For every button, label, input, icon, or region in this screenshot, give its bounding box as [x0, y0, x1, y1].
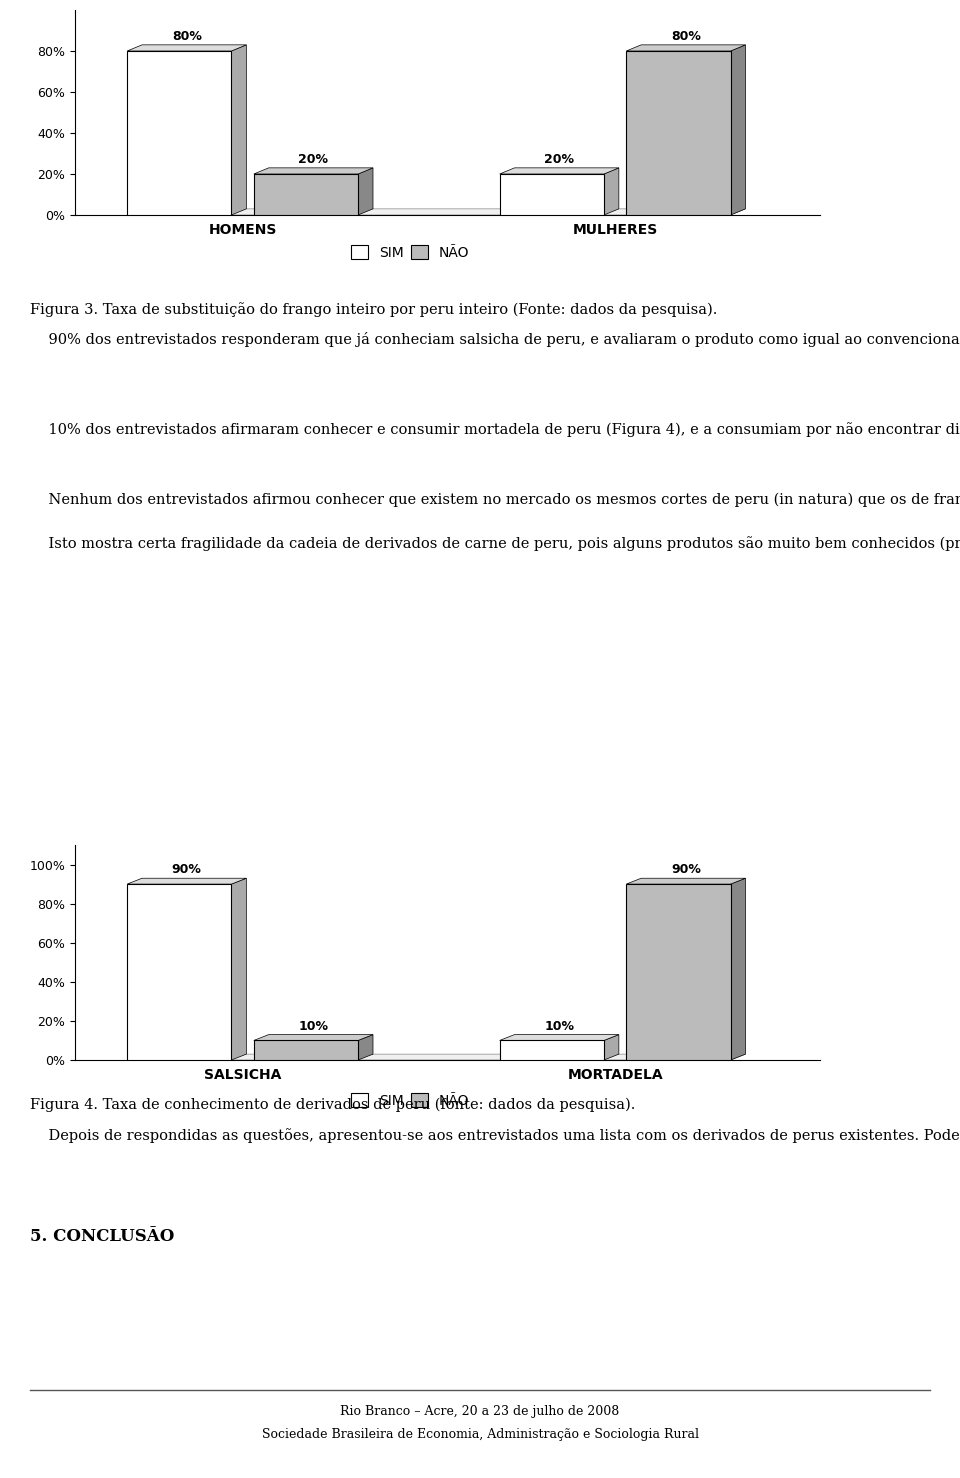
Text: 5. CONCLUSÃO: 5. CONCLUSÃO: [30, 1228, 175, 1244]
Text: 90%: 90%: [671, 863, 701, 876]
Polygon shape: [127, 1054, 746, 1060]
Polygon shape: [604, 1035, 619, 1060]
Text: 20%: 20%: [299, 152, 328, 166]
Bar: [626, 52, 731, 214]
Polygon shape: [231, 44, 247, 214]
Polygon shape: [626, 44, 746, 52]
Polygon shape: [127, 878, 247, 884]
Text: 90%: 90%: [172, 863, 202, 876]
Polygon shape: [731, 44, 746, 214]
Bar: [626, 884, 731, 1060]
Polygon shape: [358, 1035, 373, 1060]
Bar: [253, 1041, 358, 1060]
Bar: [127, 884, 231, 1060]
Polygon shape: [731, 878, 746, 1060]
Polygon shape: [127, 208, 746, 214]
Polygon shape: [231, 878, 247, 1060]
Bar: [253, 174, 358, 214]
Bar: [499, 174, 604, 214]
Bar: [499, 1041, 604, 1060]
Text: Depois de respondidas as questões, apresentou-se aos entrevistados uma lista com: Depois de respondidas as questões, apres…: [30, 1128, 960, 1142]
Text: 10%: 10%: [544, 1020, 574, 1033]
Text: 90% dos entrevistados responderam que já conheciam salsicha de peru, e avaliaram: 90% dos entrevistados responderam que já…: [30, 333, 960, 347]
Polygon shape: [127, 44, 247, 52]
Text: 10% dos entrevistados afirmaram conhecer e consumir mortadela de peru (Figura 4): 10% dos entrevistados afirmaram conhecer…: [30, 423, 960, 437]
Polygon shape: [499, 1035, 619, 1041]
Legend: SIM, NÃO: SIM, NÃO: [346, 1088, 474, 1113]
Bar: [127, 52, 231, 214]
Text: 80%: 80%: [172, 30, 202, 43]
Polygon shape: [626, 878, 746, 884]
Polygon shape: [253, 1035, 373, 1041]
Polygon shape: [499, 168, 619, 174]
Text: 20%: 20%: [544, 152, 574, 166]
Polygon shape: [604, 168, 619, 214]
Polygon shape: [358, 168, 373, 214]
Text: Nenhum dos entrevistados afirmou conhecer que existem no mercado os mesmos corte: Nenhum dos entrevistados afirmou conhece…: [30, 494, 960, 507]
Text: Isto mostra certa fragilidade da cadeia de derivados de carne de peru, pois algu: Isto mostra certa fragilidade da cadeia …: [30, 537, 960, 551]
Text: Rio Branco – Acre, 20 a 23 de julho de 2008: Rio Branco – Acre, 20 a 23 de julho de 2…: [341, 1406, 619, 1417]
Text: Figura 3. Taxa de substituição do frango inteiro por peru inteiro (Fonte: dados : Figura 3. Taxa de substituição do frango…: [30, 302, 717, 316]
Legend: SIM, NÃO: SIM, NÃO: [346, 239, 474, 266]
Text: Figura 4. Taxa de conhecimento de derivados de peru (fonte: dados da pesquisa).: Figura 4. Taxa de conhecimento de deriva…: [30, 1098, 636, 1113]
Text: 80%: 80%: [671, 30, 701, 43]
Text: 10%: 10%: [299, 1020, 328, 1033]
Polygon shape: [253, 168, 373, 174]
Text: Sociedade Brasileira de Economia, Administração e Sociologia Rural: Sociedade Brasileira de Economia, Admini…: [261, 1428, 699, 1441]
